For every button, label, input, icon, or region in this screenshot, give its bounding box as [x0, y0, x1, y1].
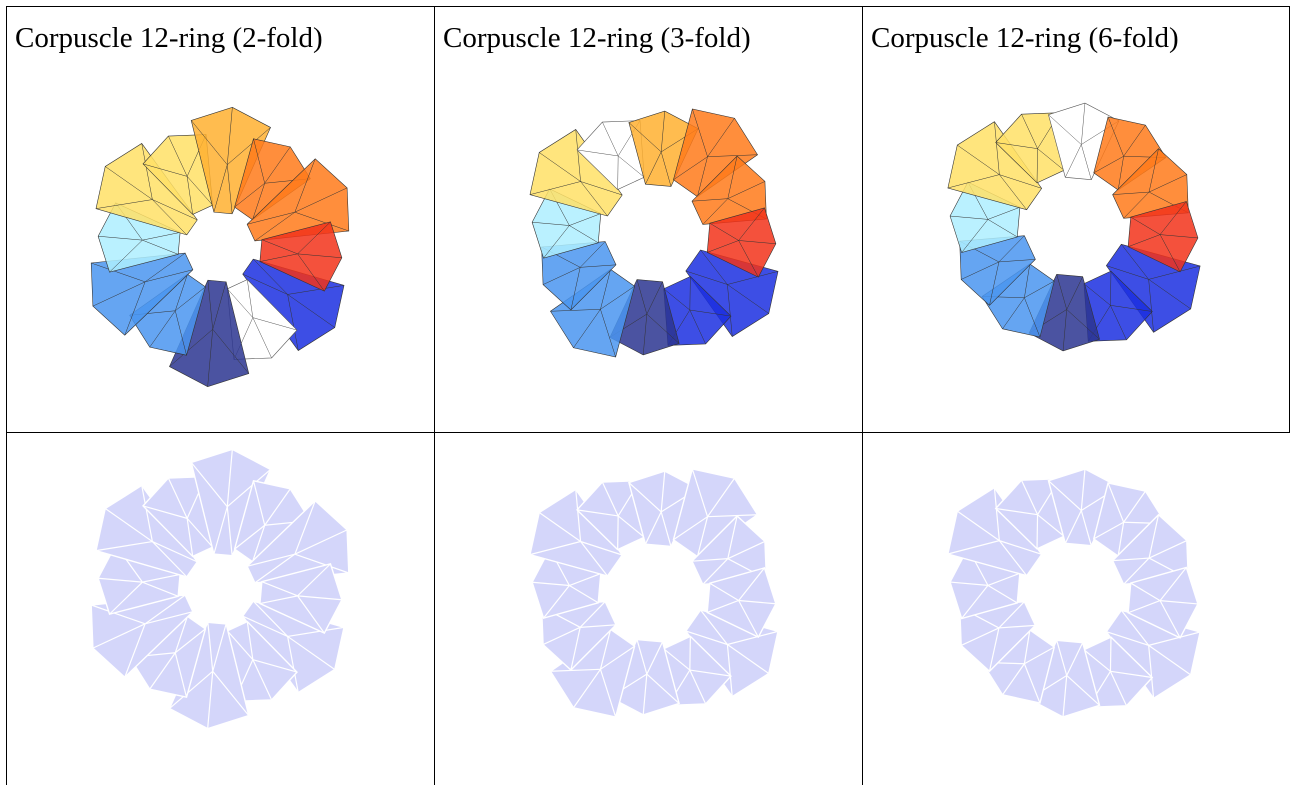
ring-segment [190, 107, 271, 215]
shaded-ring-6fold [947, 102, 1201, 352]
table-cell-bottom-1 [7, 433, 434, 785]
ring-segment [129, 273, 206, 356]
ring-segment [190, 448, 272, 557]
flat-ring-3fold [529, 468, 779, 718]
ring-segment [576, 120, 645, 190]
flat-ring-6fold [947, 468, 1201, 718]
cell-caption: Corpuscle 12-ring (3-fold) [443, 22, 751, 54]
cell-caption: Corpuscle 12-ring (6-fold) [871, 22, 1179, 54]
ring-segment [947, 486, 1043, 577]
ring-segment [1083, 636, 1154, 709]
ring-segment [95, 484, 199, 578]
ring-segment [609, 279, 680, 356]
ring-segment [608, 638, 680, 716]
table-border-top [6, 6, 1290, 7]
ring-segment [981, 629, 1056, 704]
ring-segment [233, 479, 312, 563]
ring-segment [663, 635, 732, 707]
ring-segment [947, 121, 1043, 211]
ring-segment [90, 594, 194, 679]
ring-segment [1127, 201, 1199, 273]
ring-segment [168, 621, 250, 730]
ring-segment [550, 269, 635, 358]
shaded-ring-2fold [90, 107, 350, 387]
ring-segment [1111, 513, 1190, 586]
ring-segment [246, 158, 350, 242]
ring-segment [706, 207, 777, 278]
ring-segment [90, 252, 194, 336]
ring-segment [540, 600, 617, 671]
ring-segment [994, 477, 1065, 550]
table-cell-top-2: Corpuscle 12-ring (3-fold) [435, 7, 862, 432]
ring-segment [576, 479, 645, 551]
ring-segment [1127, 566, 1199, 639]
ring-segment [246, 499, 350, 584]
ring-segment [1083, 270, 1153, 342]
table-row-divider [6, 432, 1290, 433]
ring-segment [259, 221, 343, 292]
ring-segment [142, 134, 213, 215]
ring-segment [259, 563, 343, 635]
ring-segment [673, 108, 758, 197]
ring-segment [663, 276, 732, 346]
table-divider-1 [434, 6, 435, 785]
ring-segment [1092, 482, 1167, 557]
table-cell-top-1: Corpuscle 12-ring (2-fold) [7, 7, 434, 432]
ring-segment [169, 279, 250, 387]
table-divider-2 [862, 6, 863, 785]
ring-segment [1048, 102, 1120, 180]
cell-caption: Corpuscle 12-ring (2-fold) [15, 22, 323, 54]
table-border-right [1289, 6, 1290, 433]
ring-segment [549, 628, 636, 718]
ring-segment [691, 515, 768, 586]
table-cell-top-3: Corpuscle 12-ring (6-fold) [863, 7, 1289, 432]
flat-ring-2fold [90, 448, 350, 730]
ring-segment [706, 567, 777, 639]
ring-segment [142, 475, 214, 558]
table-border-left [6, 6, 7, 785]
ring-segment [959, 235, 1036, 306]
figure-table: Corpuscle 12-ring (2-fold) Corpuscle 12-… [6, 6, 1290, 785]
shaded-ring-3fold [529, 108, 779, 358]
ring-segment [672, 468, 759, 558]
ring-segment [226, 620, 298, 703]
table-cell-bottom-2 [435, 433, 862, 785]
table-cell-bottom-3 [863, 433, 1289, 785]
ring-segment [529, 129, 623, 217]
ring-segment [529, 488, 624, 577]
ring-segment [995, 112, 1065, 184]
ring-segment [95, 143, 198, 236]
ring-segment [1028, 274, 1100, 352]
ring-segment [1028, 639, 1101, 718]
ring-segment [541, 241, 617, 311]
